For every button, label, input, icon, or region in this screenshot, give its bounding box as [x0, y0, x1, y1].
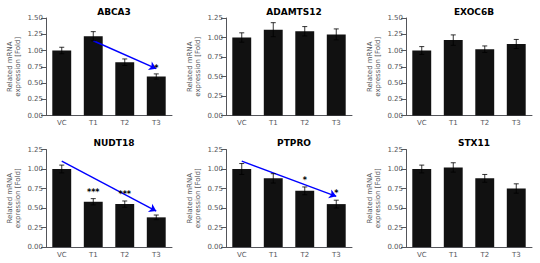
svg-text:EXOC6B: EXOC6B — [454, 7, 494, 17]
svg-text:expression [Fold]: expression [Fold] — [194, 37, 202, 97]
svg-text:T3: T3 — [151, 119, 161, 127]
svg-text:VC: VC — [237, 251, 247, 259]
svg-text:*: * — [154, 64, 159, 73]
svg-text:0.50: 0.50 — [207, 73, 223, 81]
svg-text:T1: T1 — [268, 119, 278, 127]
svg-text:ADAMTS12: ADAMTS12 — [266, 7, 322, 17]
svg-text:expression [Fold]: expression [Fold] — [374, 168, 382, 228]
svg-text:T2: T2 — [479, 251, 489, 259]
svg-text:expression [Fold]: expression [Fold] — [14, 37, 22, 97]
svg-text:0.50: 0.50 — [207, 204, 223, 212]
svg-text:1.25: 1.25 — [207, 146, 223, 154]
svg-text:0.25: 0.25 — [27, 224, 43, 232]
svg-text:0.00: 0.00 — [27, 112, 43, 120]
svg-text:T1: T1 — [448, 119, 458, 127]
svg-text:0.75: 0.75 — [387, 63, 403, 71]
svg-text:Related mRNA: Related mRNA — [6, 41, 14, 92]
svg-text:Related mRNA: Related mRNA — [186, 173, 194, 224]
svg-text:T2: T2 — [119, 251, 129, 259]
svg-text:*: * — [334, 189, 339, 198]
svg-text:NUDT18: NUDT18 — [94, 138, 135, 148]
svg-text:0.50: 0.50 — [27, 204, 43, 212]
svg-text:T3: T3 — [331, 251, 341, 259]
svg-text:T1: T1 — [88, 251, 98, 259]
svg-text:T1: T1 — [448, 251, 458, 259]
svg-text:***: *** — [87, 188, 100, 197]
svg-text:T1: T1 — [88, 119, 98, 127]
svg-text:PTPRO: PTPRO — [277, 138, 311, 148]
svg-text:*: * — [303, 176, 308, 185]
svg-text:0.00: 0.00 — [27, 243, 43, 251]
svg-text:0.75: 0.75 — [27, 185, 43, 193]
svg-text:VC: VC — [417, 119, 427, 127]
svg-text:0.25: 0.25 — [387, 224, 403, 232]
svg-text:T3: T3 — [151, 251, 161, 259]
svg-text:VC: VC — [57, 251, 67, 259]
svg-text:1.25: 1.25 — [387, 30, 403, 38]
svg-text:T3: T3 — [511, 251, 521, 259]
svg-text:0.50: 0.50 — [27, 79, 43, 87]
svg-text:1.00: 1.00 — [387, 47, 403, 55]
svg-text:T2: T2 — [299, 119, 309, 127]
svg-text:0.25: 0.25 — [27, 95, 43, 103]
svg-text:Related mRNA: Related mRNA — [6, 173, 14, 224]
svg-text:0.25: 0.25 — [387, 95, 403, 103]
svg-text:Related mRNA: Related mRNA — [366, 173, 374, 224]
svg-text:0.75: 0.75 — [27, 63, 43, 71]
svg-text:0.00: 0.00 — [387, 243, 403, 251]
svg-text:ABCA3: ABCA3 — [97, 7, 131, 17]
svg-text:T2: T2 — [479, 119, 489, 127]
svg-text:T1: T1 — [268, 251, 278, 259]
svg-text:1.00: 1.00 — [27, 165, 43, 173]
svg-text:VC: VC — [57, 119, 67, 127]
svg-text:VC: VC — [237, 119, 247, 127]
svg-text:1.25: 1.25 — [27, 146, 43, 154]
svg-text:Related mRNA: Related mRNA — [186, 41, 194, 92]
svg-text:1.50: 1.50 — [27, 14, 43, 22]
svg-text:VC: VC — [417, 251, 427, 259]
svg-text:1.00: 1.00 — [387, 165, 403, 173]
svg-text:1.50: 1.50 — [387, 14, 403, 22]
svg-text:0.25: 0.25 — [207, 92, 223, 100]
svg-text:expression [Fold]: expression [Fold] — [14, 168, 22, 228]
svg-text:expression [Fold]: expression [Fold] — [374, 37, 382, 97]
svg-text:0.00: 0.00 — [207, 112, 223, 120]
svg-text:T2: T2 — [119, 119, 129, 127]
svg-text:1.00: 1.00 — [207, 165, 223, 173]
svg-text:T3: T3 — [511, 119, 521, 127]
svg-text:1.25: 1.25 — [387, 146, 403, 154]
svg-text:0.25: 0.25 — [207, 224, 223, 232]
svg-text:0.50: 0.50 — [387, 204, 403, 212]
svg-text:1.25: 1.25 — [207, 14, 223, 22]
svg-text:0.50: 0.50 — [387, 79, 403, 87]
svg-text:T3: T3 — [331, 119, 341, 127]
svg-text:1.25: 1.25 — [27, 30, 43, 38]
svg-text:0.00: 0.00 — [387, 112, 403, 120]
svg-text:1.00: 1.00 — [27, 47, 43, 55]
svg-text:0.75: 0.75 — [207, 185, 223, 193]
svg-text:STX11: STX11 — [458, 138, 490, 148]
svg-text:0.00: 0.00 — [207, 243, 223, 251]
svg-text:Related mRNA: Related mRNA — [366, 41, 374, 92]
svg-text:expression [Fold]: expression [Fold] — [194, 168, 202, 228]
svg-text:0.75: 0.75 — [207, 53, 223, 61]
svg-text:T2: T2 — [299, 251, 309, 259]
svg-text:1.00: 1.00 — [207, 34, 223, 42]
svg-text:0.75: 0.75 — [387, 185, 403, 193]
svg-text:***: *** — [118, 190, 131, 199]
